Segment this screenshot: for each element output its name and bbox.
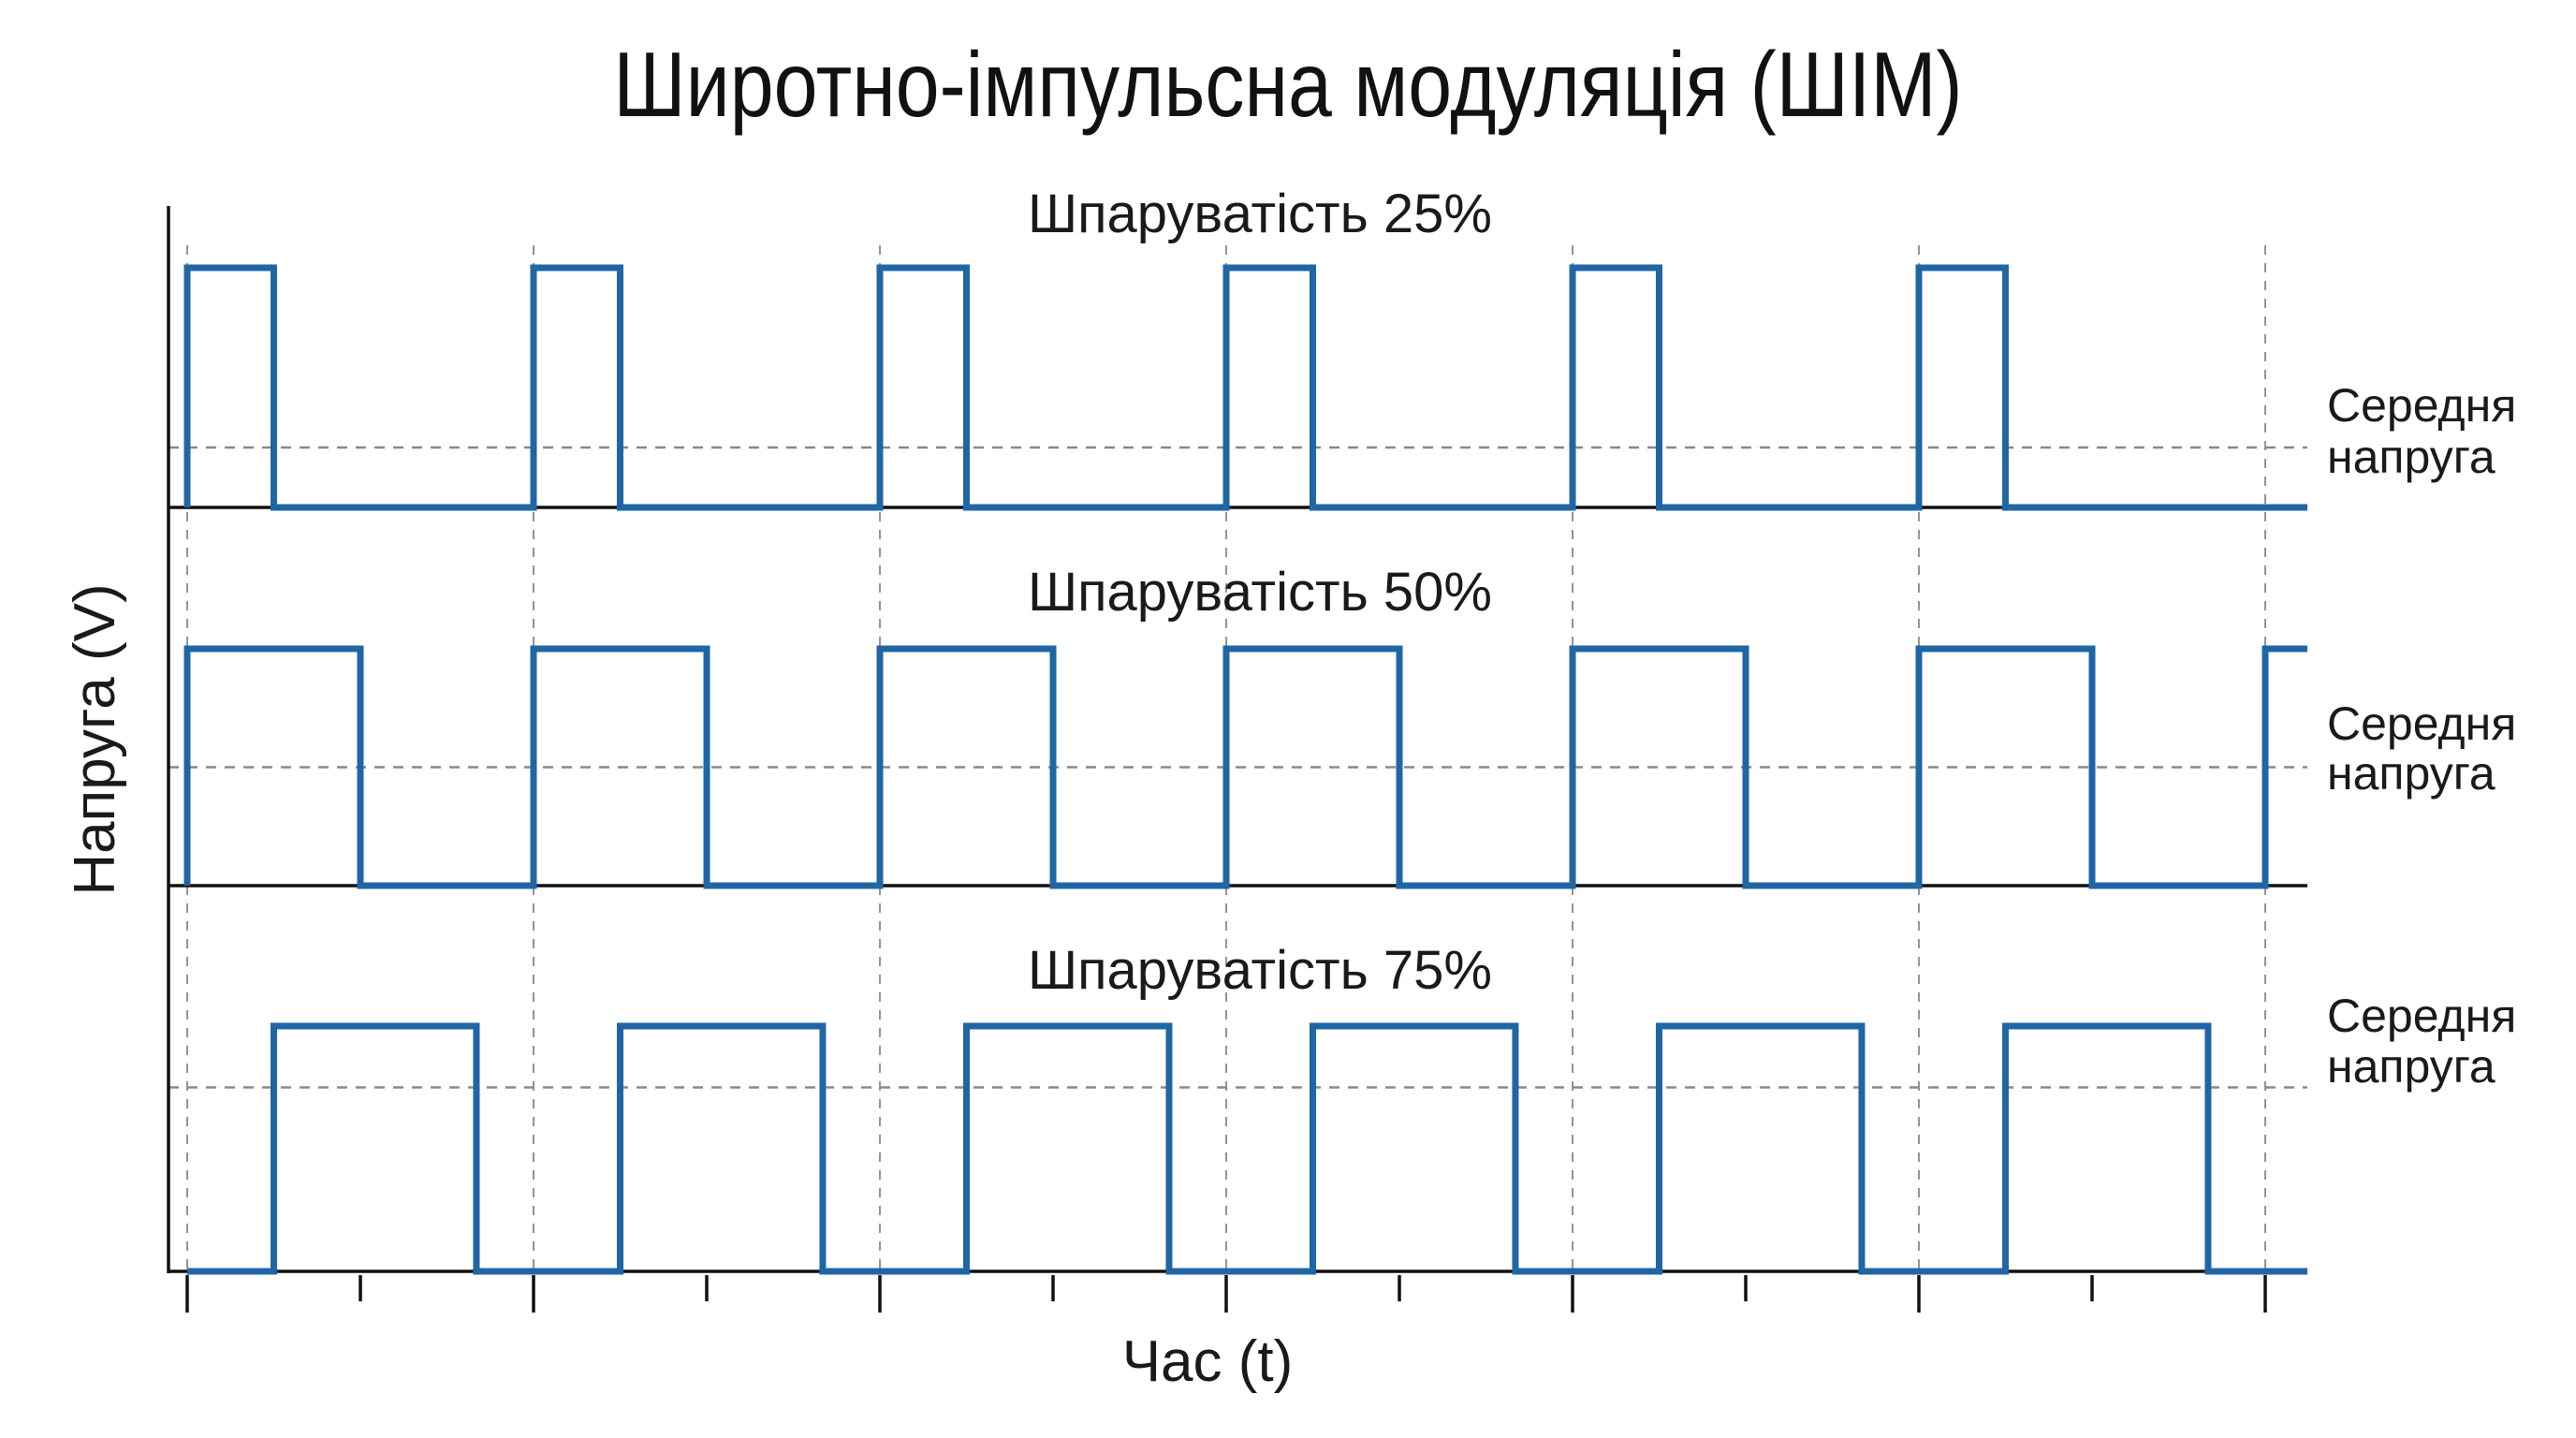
y-axis-label: Напруга (V)	[63, 583, 127, 895]
average-voltage-label: напруга	[2327, 747, 2496, 800]
pwm-signal-duty-75	[187, 1022, 2307, 1275]
panel-title: Шпаруватість 25%	[1028, 183, 1492, 244]
panel-title: Шпаруватість 75%	[1028, 940, 1492, 1001]
average-voltage-label: напруга	[2327, 1040, 2496, 1093]
average-voltage-label: напруга	[2327, 431, 2496, 483]
panel-title: Шпаруватість 50%	[1028, 562, 1492, 623]
average-voltage-label: Середня	[2327, 697, 2516, 750]
average-voltage-label: Середня	[2327, 379, 2516, 432]
pwm-signal-duty-25	[183, 264, 2307, 511]
pwm-signal-duty-50	[183, 645, 2307, 889]
chart-title: Широтно-імпульсна модуляція (ШІМ)	[613, 33, 1963, 136]
x-axis-label: Час (t)	[1122, 1329, 1294, 1394]
average-voltage-label: Середня	[2327, 990, 2516, 1042]
